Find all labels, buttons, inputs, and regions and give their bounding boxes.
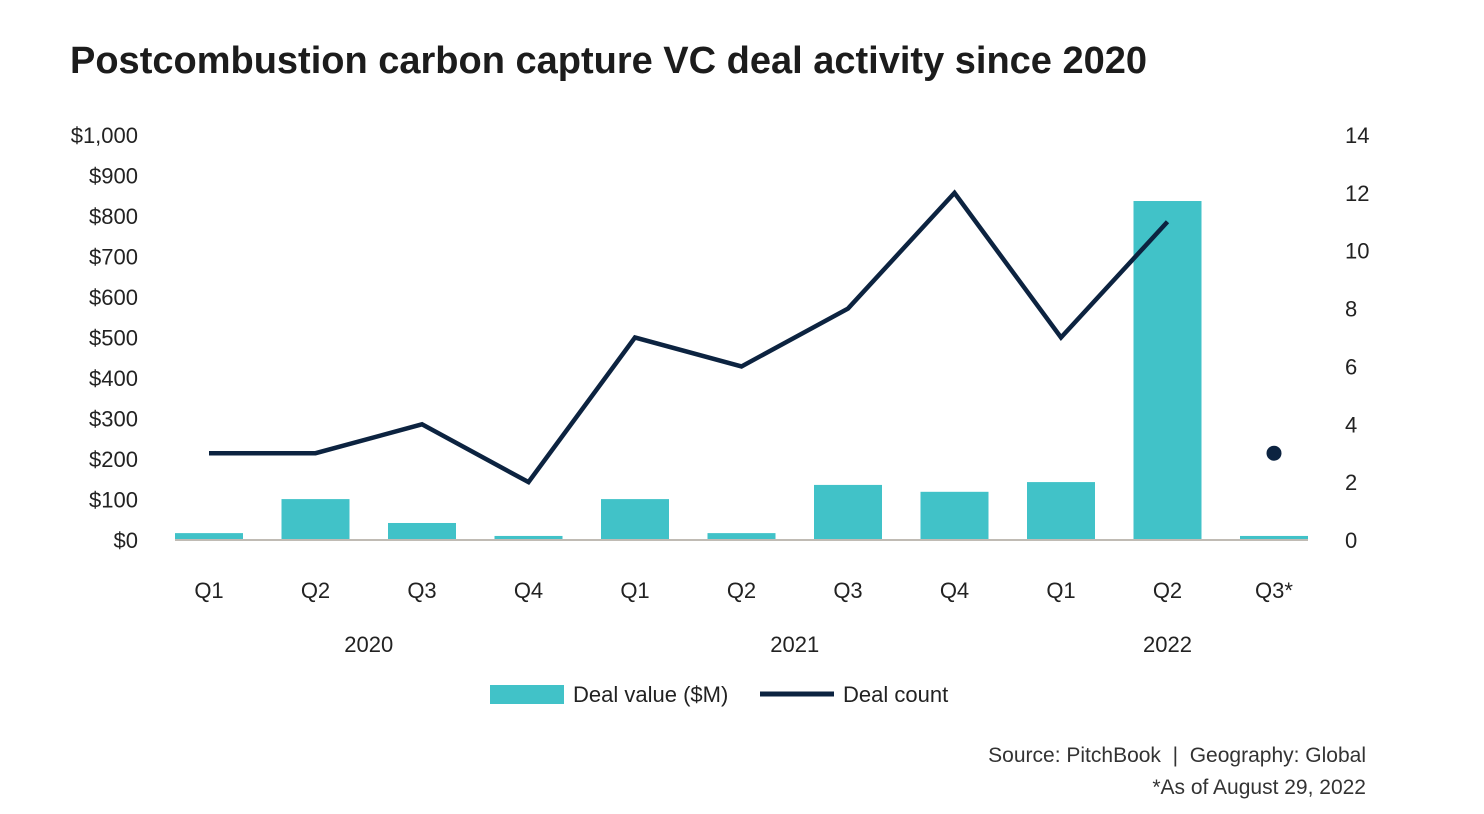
left-axis-tick: $600 — [89, 285, 138, 310]
bar-deal-value — [1240, 535, 1308, 540]
x-axis-tick: Q4 — [940, 578, 969, 603]
x-axis-tick: Q1 — [620, 578, 649, 603]
bar-deal-value — [388, 522, 456, 540]
left-axis-tick: $100 — [89, 488, 138, 513]
left-axis-tick: $500 — [89, 326, 138, 351]
bar-deal-value — [1133, 201, 1202, 540]
x-axis-tick: Q2 — [727, 578, 756, 603]
x-axis-year-label: 2020 — [344, 632, 393, 657]
left-axis-tick: $300 — [89, 407, 138, 432]
right-axis-tick: 4 — [1345, 412, 1357, 437]
right-axis-tick: 0 — [1345, 528, 1357, 553]
right-axis-tick: 8 — [1345, 297, 1357, 322]
bar-deal-value — [814, 484, 882, 540]
right-axis-tick: 10 — [1345, 239, 1369, 264]
left-axis-tick: $400 — [89, 366, 138, 391]
x-axis-tick: Q1 — [194, 578, 223, 603]
x-axis-year-label: 2021 — [770, 632, 819, 657]
right-axis-tick: 12 — [1345, 181, 1369, 206]
x-axis-tick: Q3 — [833, 578, 862, 603]
right-axis-tick: 2 — [1345, 470, 1357, 495]
left-axis-tick: $700 — [89, 245, 138, 270]
left-axis-tick: $200 — [89, 447, 138, 472]
legend-label-deal-value: Deal value ($M) — [573, 682, 728, 707]
bar-deal-value — [707, 533, 776, 540]
left-axis-tick: $0 — [114, 528, 138, 553]
x-axis-year-label: 2022 — [1143, 632, 1192, 657]
x-axis-tick: Q3* — [1255, 578, 1293, 603]
bar-deal-value — [1027, 482, 1095, 540]
left-axis-tick: $1,000 — [71, 123, 138, 148]
left-axis-tick: $800 — [89, 204, 138, 229]
right-axis-tick: 14 — [1345, 123, 1369, 148]
x-axis-tick: Q2 — [301, 578, 330, 603]
chart-title: Postcombustion carbon capture VC deal ac… — [70, 40, 1148, 82]
bar-deal-value — [601, 499, 669, 540]
source-note: Source: PitchBook | Geography: Global *A… — [988, 740, 1366, 804]
line-deal-count — [209, 189, 1170, 486]
right-axis-tick: 6 — [1345, 354, 1357, 379]
bar-deal-value — [175, 533, 243, 540]
bar-deal-value — [281, 499, 350, 540]
left-axis-tick: $900 — [89, 164, 138, 189]
x-axis-tick: Q4 — [514, 578, 543, 603]
legend-swatch-deal-value — [490, 685, 564, 704]
legend-label-deal-count: Deal count — [843, 682, 948, 707]
x-axis-tick: Q3 — [407, 578, 436, 603]
x-axis-tick: Q1 — [1046, 578, 1075, 603]
bar-deal-value — [494, 535, 563, 540]
footnote-text: *As of August 29, 2022 — [1152, 776, 1366, 799]
x-axis-tick: Q2 — [1153, 578, 1182, 603]
point-deal-count-partial — [1266, 445, 1282, 461]
bar-deal-value — [920, 491, 989, 540]
source-text: Source: PitchBook | Geography: Global — [988, 744, 1366, 767]
